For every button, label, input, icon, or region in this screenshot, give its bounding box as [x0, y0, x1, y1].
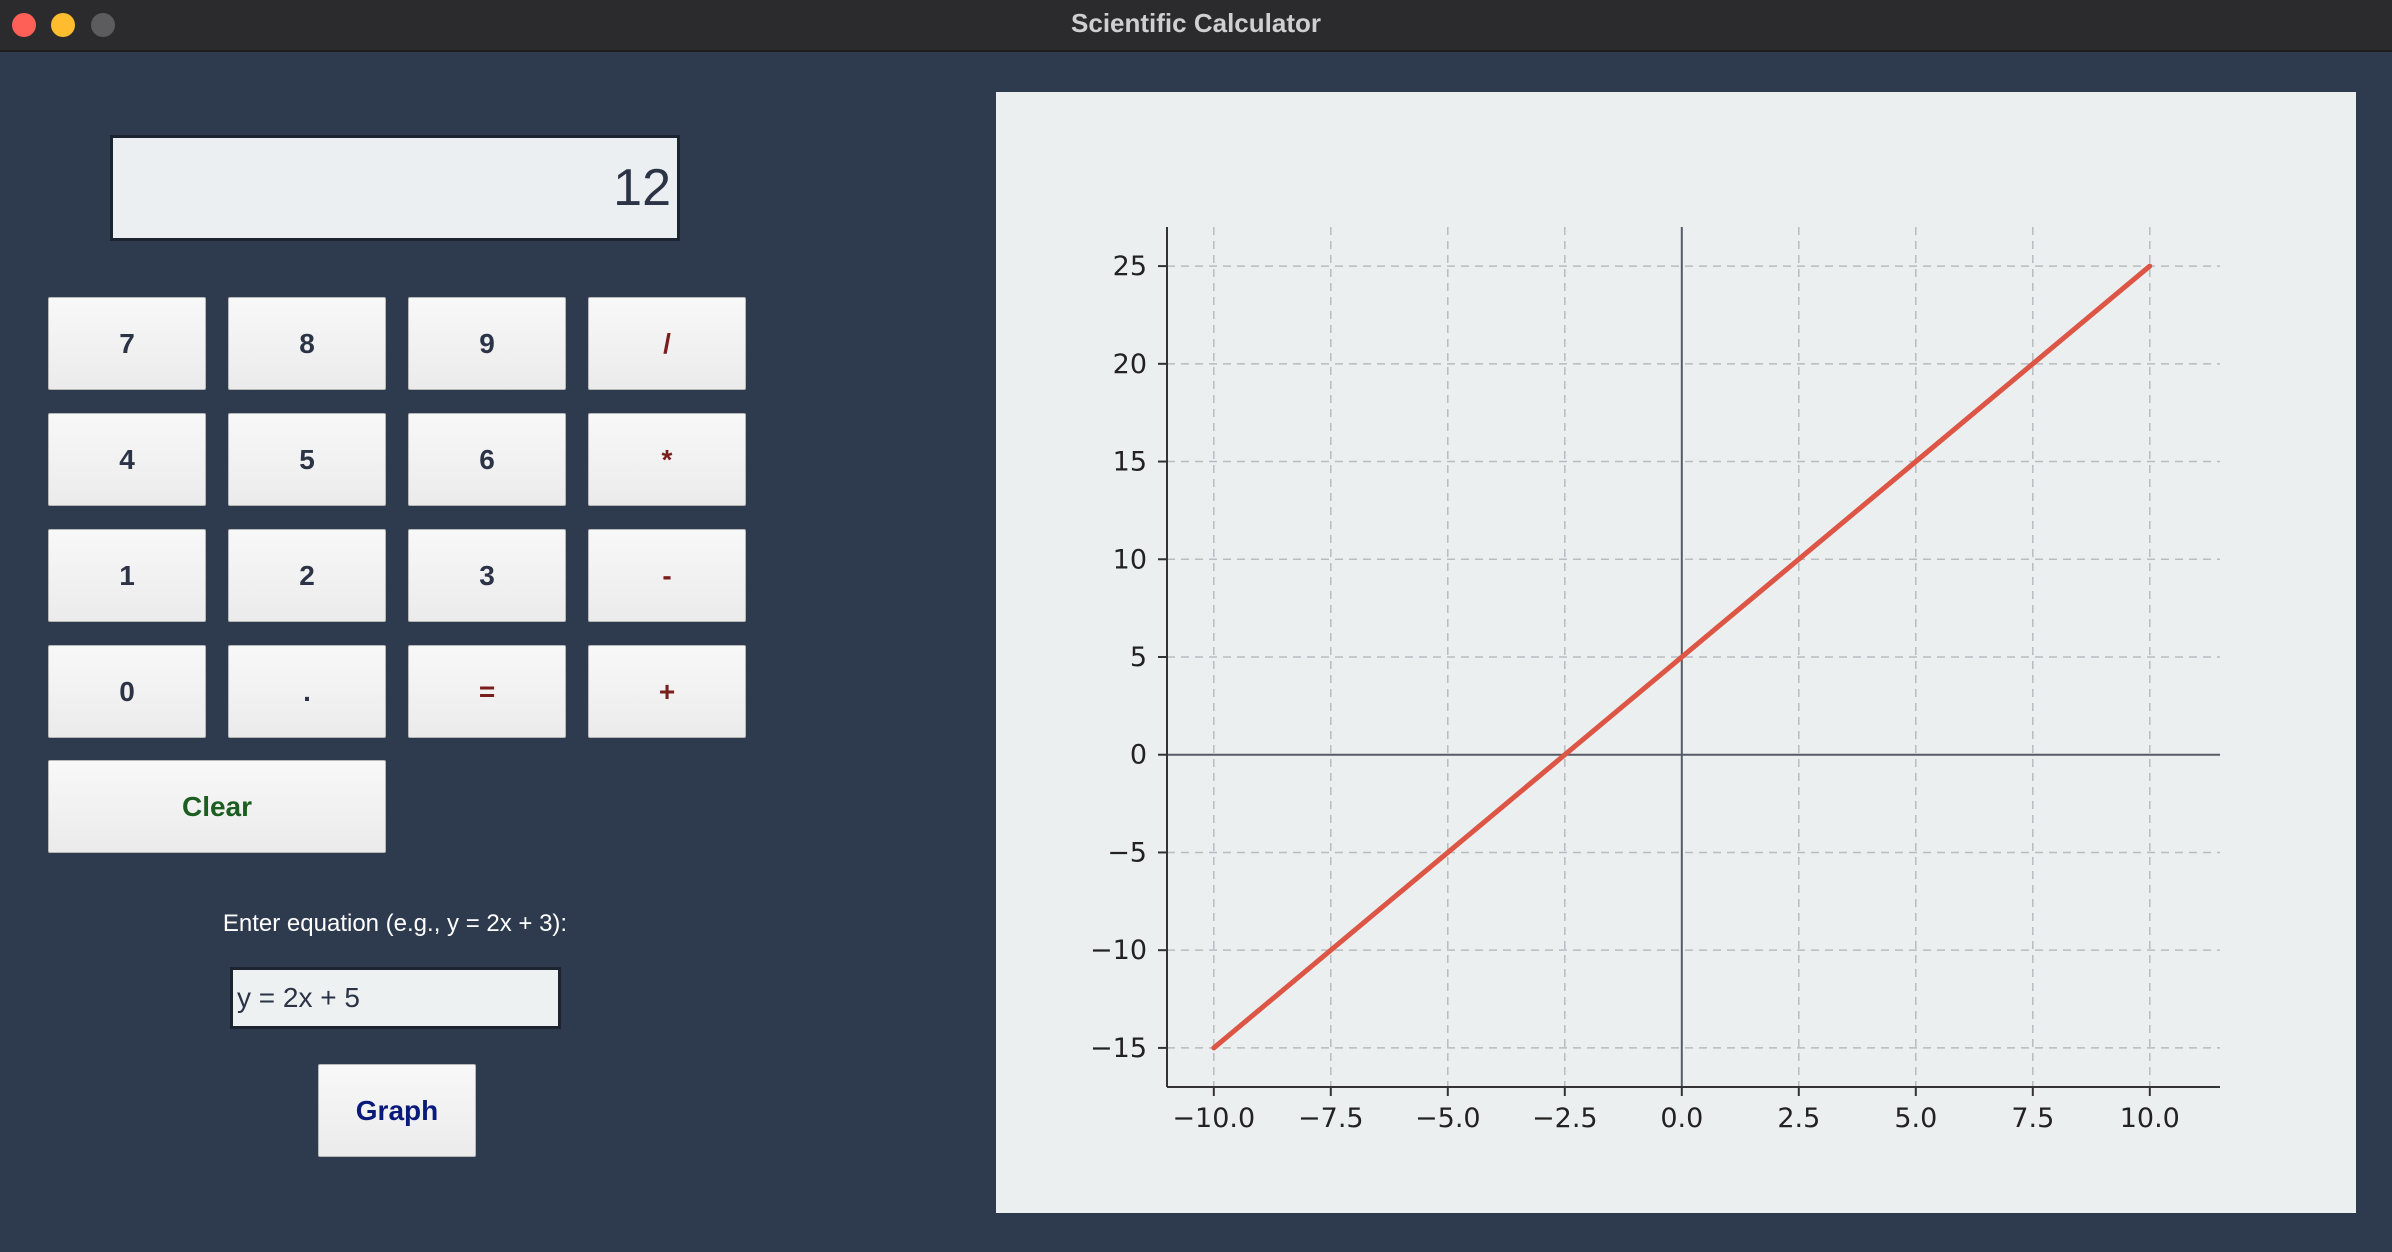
key-2[interactable]: 2: [228, 529, 386, 622]
key-6[interactable]: 6: [408, 413, 566, 506]
key-8[interactable]: 8: [228, 297, 386, 390]
y-tick-label: −15: [1090, 1033, 1147, 1064]
y-tick-label: 5: [1130, 642, 1147, 673]
key-add[interactable]: +: [588, 645, 746, 738]
key-3[interactable]: 3: [408, 529, 566, 622]
calculator-display: 12: [110, 135, 680, 241]
key-5[interactable]: 5: [228, 413, 386, 506]
y-tick-label: 15: [1113, 447, 1147, 478]
x-tick-label: 10.0: [2120, 1103, 2180, 1134]
key-9[interactable]: 9: [408, 297, 566, 390]
y-tick-label: 25: [1113, 251, 1147, 282]
plot-panel: −10.0 −7.5 −5.0 −2.5 0.0 2.5 5.0 7.5 10.0 −15 −10 −…: [996, 92, 2356, 1213]
x-tick-label: −2.5: [1532, 1103, 1598, 1134]
key-equals[interactable]: =: [408, 645, 566, 738]
key-1[interactable]: 1: [48, 529, 206, 622]
equation-plot: −10.0 −7.5 −5.0 −2.5 0.0 2.5 5.0 7.5 10.0 −15 −10 −…: [1090, 227, 2220, 1134]
y-tick-label: −10: [1090, 935, 1147, 966]
x-tick-label: 2.5: [1777, 1103, 1820, 1134]
key-divide[interactable]: /: [588, 297, 746, 390]
y-tick-label: 10: [1113, 544, 1147, 575]
equation-input[interactable]: y = 2x + 5: [230, 967, 561, 1029]
x-tick-label: −5.0: [1415, 1103, 1481, 1134]
x-tick-label: 0.0: [1660, 1103, 1703, 1134]
x-tick-label: 7.5: [2011, 1103, 2054, 1134]
title-bar: Scientific Calculator: [0, 0, 2392, 52]
clear-button[interactable]: Clear: [48, 760, 386, 853]
key-0[interactable]: 0: [48, 645, 206, 738]
graph-button[interactable]: Graph: [318, 1064, 476, 1157]
key-decimal[interactable]: .: [228, 645, 386, 738]
close-window-icon[interactable]: [12, 13, 36, 37]
key-7[interactable]: 7: [48, 297, 206, 390]
y-tick-label: 0: [1130, 740, 1147, 771]
x-tick-label: −7.5: [1298, 1103, 1364, 1134]
y-tick-label: 20: [1113, 349, 1147, 380]
key-4[interactable]: 4: [48, 413, 206, 506]
key-multiply[interactable]: *: [588, 413, 746, 506]
maximize-window-icon[interactable]: [91, 13, 115, 37]
equation-label: Enter equation (e.g., y = 2x + 3):: [222, 910, 568, 937]
series-line: [1211, 263, 2153, 1051]
window-title: Scientific Calculator: [1071, 8, 1321, 38]
x-tick-label: −10.0: [1172, 1103, 1255, 1134]
x-tick-label: 5.0: [1894, 1103, 1937, 1134]
minimize-window-icon[interactable]: [51, 13, 75, 37]
y-tick-label: −5: [1107, 837, 1147, 868]
key-subtract[interactable]: -: [588, 529, 746, 622]
